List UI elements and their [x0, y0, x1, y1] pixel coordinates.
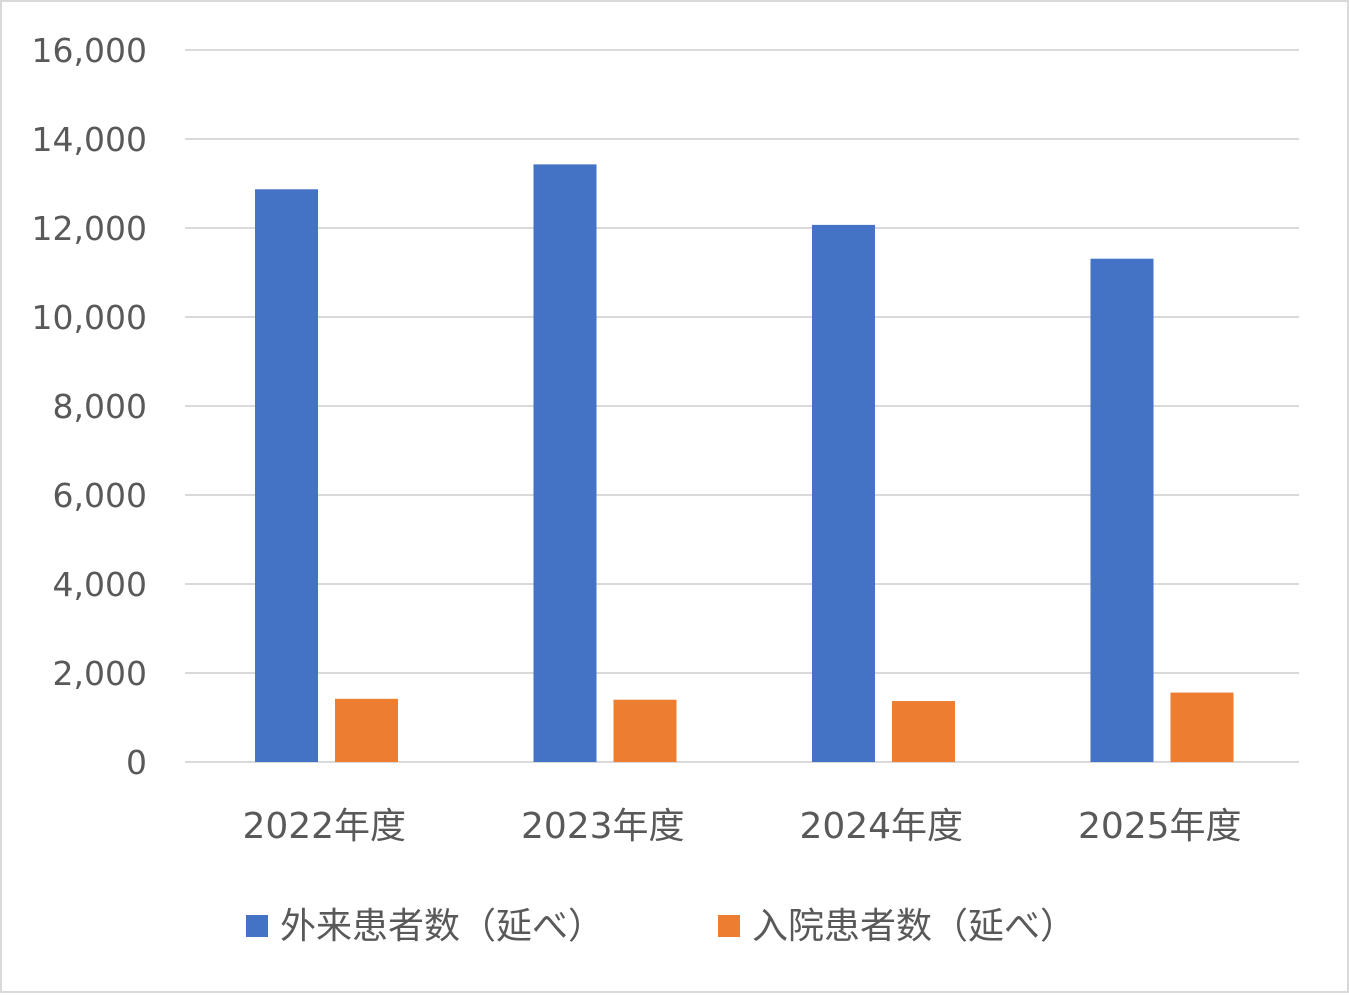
gridlines	[185, 49, 1299, 763]
y-tick-label: 12,000	[32, 209, 147, 248]
legend-swatch	[718, 915, 740, 937]
bar	[1090, 258, 1154, 762]
x-axis-ticks: 2022年度 2023年度 2024年度 2025年度	[242, 806, 1241, 847]
y-tick-label: 8,000	[53, 387, 147, 426]
y-tick-label: 10,000	[32, 298, 147, 337]
legend-swatch	[246, 915, 268, 937]
y-tick-label: 16,000	[32, 31, 147, 70]
y-axis-ticks: 0 2,000 4,000 6,000 8,000 10,000 12,000 14,000 1…	[32, 31, 147, 782]
bar	[892, 701, 955, 762]
bar	[533, 164, 597, 763]
bar	[613, 699, 677, 762]
y-tick-label: 0	[126, 743, 147, 782]
y-tick-label: 6,000	[53, 476, 147, 515]
legend: 外来患者数（延べ） 入院患者数（延べ）	[246, 906, 1076, 947]
x-tick-label: 2024年度	[799, 806, 963, 847]
bar	[1170, 692, 1234, 762]
bar	[255, 189, 318, 762]
legend-label: 入院患者数（延べ）	[752, 906, 1076, 947]
bars	[255, 164, 1234, 763]
y-tick-label: 4,000	[53, 565, 147, 604]
legend-label: 外来患者数（延べ）	[280, 906, 604, 947]
x-tick-label: 2022年度	[242, 806, 406, 847]
bar	[812, 224, 875, 762]
x-tick-label: 2023年度	[521, 806, 685, 847]
y-tick-label: 14,000	[32, 120, 147, 159]
bar	[335, 698, 398, 762]
y-tick-label: 2,000	[53, 654, 147, 693]
x-tick-label: 2025年度	[1078, 806, 1242, 847]
